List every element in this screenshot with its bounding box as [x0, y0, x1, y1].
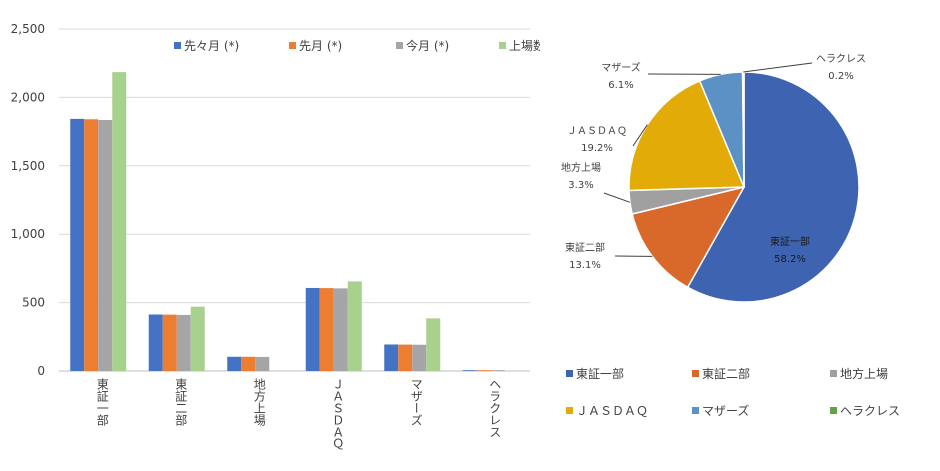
- legend-swatch: [692, 370, 699, 377]
- slice-name-label: 東証二部: [565, 241, 605, 254]
- bar: [176, 314, 191, 371]
- pie-slice: [628, 79, 746, 192]
- legend-swatch: [396, 42, 403, 49]
- bar: [98, 119, 113, 371]
- x-tick-label: 東証一部: [95, 378, 109, 426]
- leader-line: [743, 62, 813, 73]
- leader-line: [603, 192, 631, 203]
- legend-label: 先々月 (*): [184, 39, 239, 53]
- slice-name-label: ＪＡＳＤＡＱ: [567, 126, 627, 137]
- x-tick-label: 東証二部: [174, 378, 188, 426]
- legend-label: 先月 (*): [299, 39, 342, 53]
- y-tick-label: 2,000: [11, 90, 45, 104]
- legend-swatch: [830, 370, 837, 377]
- bar: [190, 306, 205, 371]
- y-tick-label: 1,000: [11, 227, 45, 241]
- pie-slice: [686, 71, 860, 303]
- legend-label: 今月 (*): [406, 38, 449, 53]
- leader-line: [632, 124, 648, 147]
- y-tick-label: 500: [22, 296, 45, 310]
- slice-name-label: 東証一部: [770, 235, 810, 248]
- bar: [462, 370, 477, 371]
- legend-swatch: [499, 42, 506, 49]
- legend-swatch: [289, 42, 296, 49]
- bar: [398, 344, 413, 371]
- legend-swatch: [174, 42, 181, 49]
- legend-label: 東証一部: [576, 366, 624, 381]
- x-tick-label: ＪＡＳＤＡＱ: [331, 378, 345, 450]
- legend-label: 地方上場: [840, 366, 888, 381]
- slice-name-label: マザーズ: [601, 61, 641, 74]
- bar: [412, 344, 427, 371]
- legend-label: マザーズ: [702, 403, 749, 418]
- bar: [84, 119, 99, 372]
- pie-slice: [631, 185, 746, 289]
- bar: [384, 344, 399, 371]
- legend-label: ヘラクレス: [840, 404, 900, 418]
- y-tick-label: 0: [37, 364, 45, 378]
- legend-swatch: [830, 407, 837, 414]
- bar: [305, 287, 320, 371]
- slice-percent-label: 3.3%: [568, 180, 593, 191]
- slice-name-label: 地方上場: [561, 161, 601, 174]
- bar: [490, 370, 505, 371]
- slice-percent-label: 0.2%: [828, 71, 853, 82]
- bar: [241, 356, 256, 371]
- bar: [476, 370, 491, 371]
- slice-name-label: ヘラクレス: [816, 53, 866, 65]
- bar: [162, 314, 177, 371]
- bar: [347, 281, 362, 371]
- bar: [70, 118, 85, 372]
- bar: [333, 288, 348, 371]
- x-tick-label: マザーズ: [409, 378, 423, 426]
- legend-swatch: [566, 407, 573, 414]
- slice-percent-label: 13.1%: [569, 260, 601, 271]
- legend-label: ＪＡＳＤＡＱ: [576, 404, 648, 418]
- slice-percent-label: 6.1%: [608, 80, 633, 91]
- y-tick-label: 2,500: [11, 22, 45, 36]
- bar: [148, 314, 163, 371]
- bar: [112, 72, 127, 371]
- bar: [255, 356, 270, 371]
- x-tick-label: 地方上場: [252, 378, 266, 427]
- legend-swatch: [692, 407, 699, 414]
- legend-swatch: [566, 370, 573, 377]
- legend-label: 上場数: [509, 38, 540, 53]
- bar: [426, 318, 441, 371]
- legend-label: 東証二部: [702, 366, 750, 381]
- y-tick-label: 1,500: [11, 159, 45, 173]
- bar: [227, 356, 242, 371]
- bar: [319, 288, 334, 371]
- bar-chart: 0 500 1,000 1,500 2,000 2,500 東証一部 東証二部 地方上場 ＪＡＳＤ…: [11, 22, 540, 450]
- slice-percent-label: 19.2%: [581, 143, 613, 154]
- pie-chart: 東証一部 58.2% 東証二部 13.1% 地方上場 3.3% ＪＡＳＤＡＱ 19.2% マザー…: [561, 53, 900, 418]
- x-tick-label: ヘラクレス: [488, 378, 502, 438]
- slice-percent-label: 58.2%: [774, 254, 806, 265]
